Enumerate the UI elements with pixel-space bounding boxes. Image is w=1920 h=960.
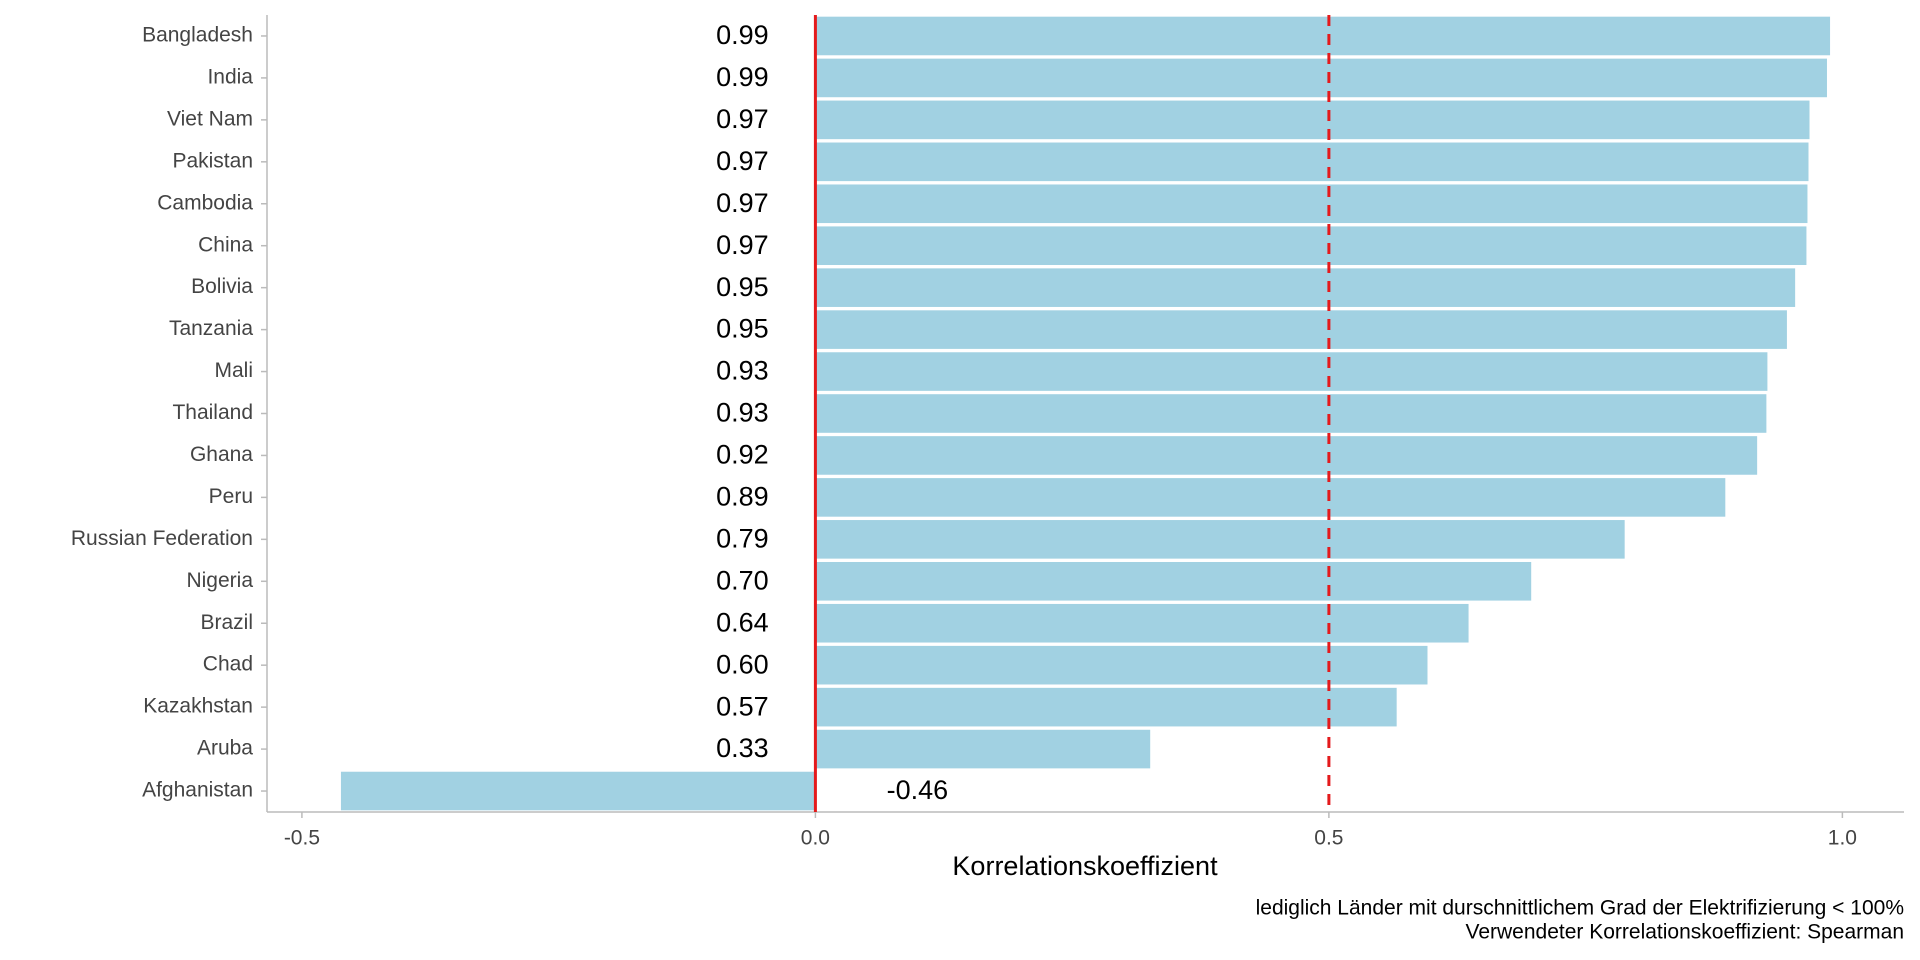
bar	[815, 226, 1807, 266]
value-label: 0.97	[716, 104, 769, 134]
bar	[340, 771, 816, 811]
y-tick-label: Tanzania	[169, 317, 253, 340]
value-label: 0.93	[716, 356, 769, 386]
bar	[815, 100, 1810, 140]
value-label: 0.57	[716, 691, 769, 721]
x-tick-label: 0.5	[1314, 827, 1343, 850]
value-label: 0.92	[716, 440, 769, 470]
bar	[815, 436, 1758, 475]
bar	[815, 352, 1768, 391]
value-label: 0.99	[716, 62, 769, 92]
bar	[815, 687, 1397, 727]
bar	[815, 16, 1831, 56]
y-tick-label: Cambodia	[157, 191, 253, 214]
y-tick-label: Bolivia	[191, 275, 253, 298]
y-tick-label: Chad	[203, 653, 253, 676]
bar	[815, 142, 1809, 182]
value-label: 0.97	[716, 230, 769, 260]
bar	[815, 268, 1796, 307]
y-tick-label: China	[198, 233, 253, 256]
value-label: 0.95	[716, 314, 769, 344]
x-axis-title: Korrelationskoeffizient	[952, 851, 1218, 881]
y-tick-label: Viet Nam	[167, 107, 253, 130]
y-tick-label: Russian Federation	[71, 527, 253, 550]
value-label: 0.99	[716, 20, 769, 50]
y-tick-label: Peru	[209, 485, 253, 508]
bar	[815, 478, 1726, 517]
value-label: 0.97	[716, 146, 769, 176]
y-tick-label: Ghana	[190, 443, 253, 466]
value-label: 0.79	[716, 523, 769, 553]
bar	[815, 561, 1532, 601]
bar	[815, 184, 1808, 224]
y-tick-label: Aruba	[197, 737, 253, 760]
y-tick-label: Bangladesh	[142, 24, 253, 47]
caption: Verwendeter Korrelationskoeffizient: Spe…	[1465, 921, 1904, 944]
value-label: -0.46	[887, 775, 949, 805]
value-label: 0.64	[716, 607, 769, 637]
value-label: 0.95	[716, 272, 769, 302]
y-tick-label: Thailand	[172, 401, 253, 424]
value-label: 0.33	[716, 733, 769, 763]
x-tick-label: -0.5	[284, 827, 320, 850]
value-label: 0.97	[716, 188, 769, 218]
bar	[815, 394, 1767, 433]
bar	[815, 58, 1827, 98]
bar	[815, 729, 1151, 769]
bar	[815, 603, 1469, 643]
y-tick-label: India	[207, 65, 253, 88]
y-tick-label: Kazakhstan	[143, 695, 253, 718]
y-tick-label: Afghanistan	[142, 779, 253, 802]
value-label: 0.93	[716, 398, 769, 428]
y-tick-label: Nigeria	[186, 569, 253, 592]
bar	[815, 310, 1787, 349]
value-label: 0.89	[716, 482, 769, 512]
value-label: 0.60	[716, 649, 769, 679]
y-tick-label: Mali	[214, 359, 253, 382]
y-tick-label: Brazil	[200, 611, 253, 634]
bar	[815, 520, 1625, 559]
x-tick-label: 0.0	[801, 827, 830, 850]
value-label: 0.70	[716, 565, 769, 595]
x-tick-label: 1.0	[1828, 827, 1857, 850]
caption: lediglich Länder mit durschnittlichem Gr…	[1256, 897, 1904, 920]
bar	[815, 645, 1428, 685]
y-tick-label: Pakistan	[172, 149, 253, 172]
